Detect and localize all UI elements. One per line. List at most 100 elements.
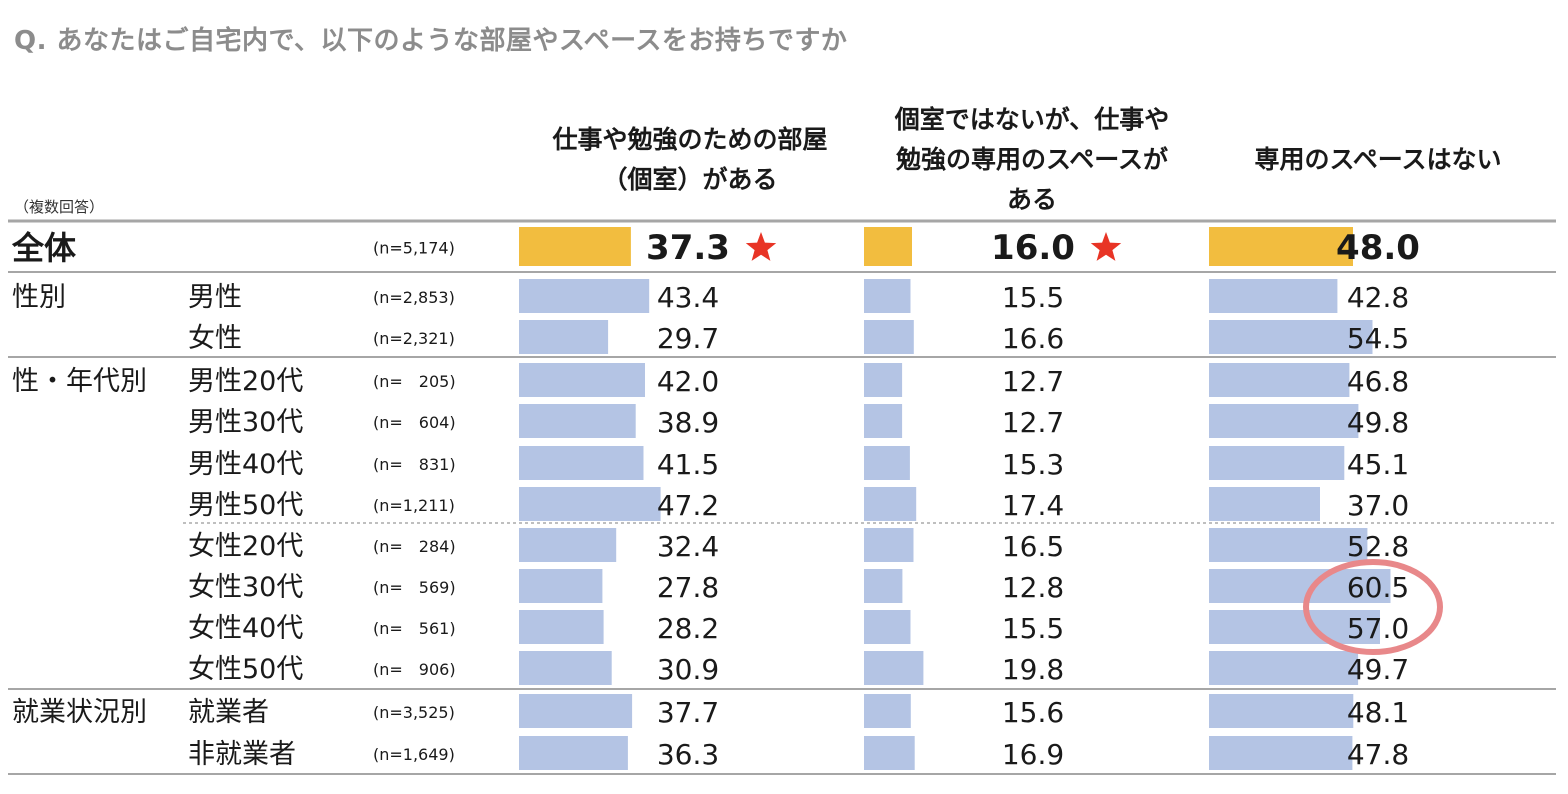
data-label: 28.2: [657, 612, 719, 645]
data-label: 36.3: [657, 738, 719, 771]
row-group-label: 性別: [12, 282, 66, 313]
row-sample-size: (n= 831): [373, 455, 456, 474]
bar: [864, 446, 910, 480]
data-label: 48.0: [1336, 228, 1420, 268]
total-bar: [1209, 227, 1353, 266]
bar: [864, 363, 903, 397]
data-label: 12.7: [1002, 365, 1064, 398]
bar: [864, 528, 914, 562]
data-label: 37.3: [646, 228, 730, 268]
row-label: 女性: [188, 323, 242, 354]
row-sample-size: (n= 561): [373, 619, 456, 638]
bar: [864, 487, 917, 521]
bar: [519, 569, 603, 603]
bar: [1209, 694, 1354, 728]
bar: [1209, 569, 1391, 603]
row-sample-size: (n= 569): [373, 578, 456, 597]
data-label: 30.9: [657, 653, 719, 686]
row-sample-size: (n=1,211): [373, 496, 455, 515]
data-label: 32.4: [657, 530, 719, 563]
data-label: 49.7: [1347, 653, 1409, 686]
data-label: 46.8: [1347, 365, 1409, 398]
row-group-label: 就業状況別: [12, 697, 147, 728]
data-label: 16.6: [1002, 322, 1064, 355]
data-label: 16.5: [1002, 530, 1064, 563]
row-label: 女性40代: [188, 613, 303, 644]
row-label-total: 全体: [11, 229, 76, 267]
column-header-dedicated-space: 個室ではないが、仕事や 勉強の専用のスペースが ある: [894, 105, 1170, 214]
row-label: 男性20代: [188, 366, 303, 397]
bar: [519, 651, 612, 685]
bar: [1209, 446, 1345, 480]
bar: [1209, 487, 1320, 521]
multiple-answer-note: （複数回答）: [14, 198, 105, 216]
data-label: 42.8: [1347, 281, 1409, 314]
row-label: 男性40代: [188, 449, 303, 480]
row-sample-size: (n= 906): [373, 660, 456, 679]
total-bar: [864, 227, 912, 266]
data-label: 15.5: [1002, 281, 1064, 314]
row-label: 男性30代: [188, 407, 303, 438]
row-sample-size: (n= 205): [373, 372, 456, 391]
bar: [519, 736, 628, 770]
data-label: 49.8: [1347, 406, 1409, 439]
row-group-label: 性・年代別: [12, 366, 147, 397]
chart-title: Q. あなたはご自宅内で、以下のような部屋やスペースをお持ちですか: [14, 26, 848, 56]
bar: [1209, 363, 1350, 397]
data-label: 16.0: [991, 228, 1075, 268]
bar: [864, 279, 911, 313]
data-label: 42.0: [657, 365, 719, 398]
row-label: 女性20代: [188, 531, 303, 562]
row-sample-size: (n=5,174): [373, 239, 455, 258]
data-label: 29.7: [657, 322, 719, 355]
bar: [519, 446, 644, 480]
star-icon: [745, 232, 777, 261]
data-label: 47.8: [1347, 738, 1409, 771]
data-label: 38.9: [657, 406, 719, 439]
row-sample-size: (n= 604): [373, 413, 456, 432]
data-label: 47.2: [657, 489, 719, 522]
bar: [864, 651, 924, 685]
row-label: 非就業者: [188, 739, 296, 770]
bar: [1209, 610, 1380, 644]
row-sample-size: (n=2,853): [373, 288, 455, 307]
bar: [864, 569, 903, 603]
data-label: 27.8: [657, 571, 719, 604]
data-label: 48.1: [1347, 696, 1409, 729]
bar: [864, 320, 914, 354]
data-label: 16.9: [1002, 738, 1064, 771]
data-label: 12.7: [1002, 406, 1064, 439]
row-sample-size: (n=1,649): [373, 745, 455, 764]
data-label: 15.5: [1002, 612, 1064, 645]
data-label: 54.5: [1347, 322, 1409, 355]
bar: [519, 487, 661, 521]
data-label: 12.8: [1002, 571, 1064, 604]
bar: [1209, 320, 1373, 354]
bar: [1209, 528, 1368, 562]
data-label: 15.3: [1002, 448, 1064, 481]
data-label: 43.4: [657, 281, 719, 314]
bar: [519, 279, 650, 313]
bar: [864, 404, 903, 438]
total-bar: [519, 227, 631, 266]
row-label: 女性50代: [188, 654, 303, 685]
row-sample-size: (n=2,321): [373, 329, 455, 348]
bar: [519, 694, 633, 728]
data-label: 57.0: [1347, 612, 1409, 645]
bar: [1209, 651, 1359, 685]
column-header-private-room: 仕事や勉強のための部屋 （個室）がある: [552, 125, 828, 194]
row-sample-size: (n=3,525): [373, 703, 455, 722]
data-label: 17.4: [1002, 489, 1064, 522]
star-icon: [1090, 232, 1122, 261]
highlight-circle: [1303, 559, 1443, 655]
bar: [519, 363, 645, 397]
data-label: 45.1: [1347, 448, 1409, 481]
data-label: 41.5: [657, 448, 719, 481]
bar: [519, 320, 609, 354]
row-sample-size: (n= 284): [373, 537, 456, 556]
data-label: 15.6: [1002, 696, 1064, 729]
bar: [519, 528, 617, 562]
data-label: 37.0: [1347, 489, 1409, 522]
bar: [1209, 736, 1353, 770]
